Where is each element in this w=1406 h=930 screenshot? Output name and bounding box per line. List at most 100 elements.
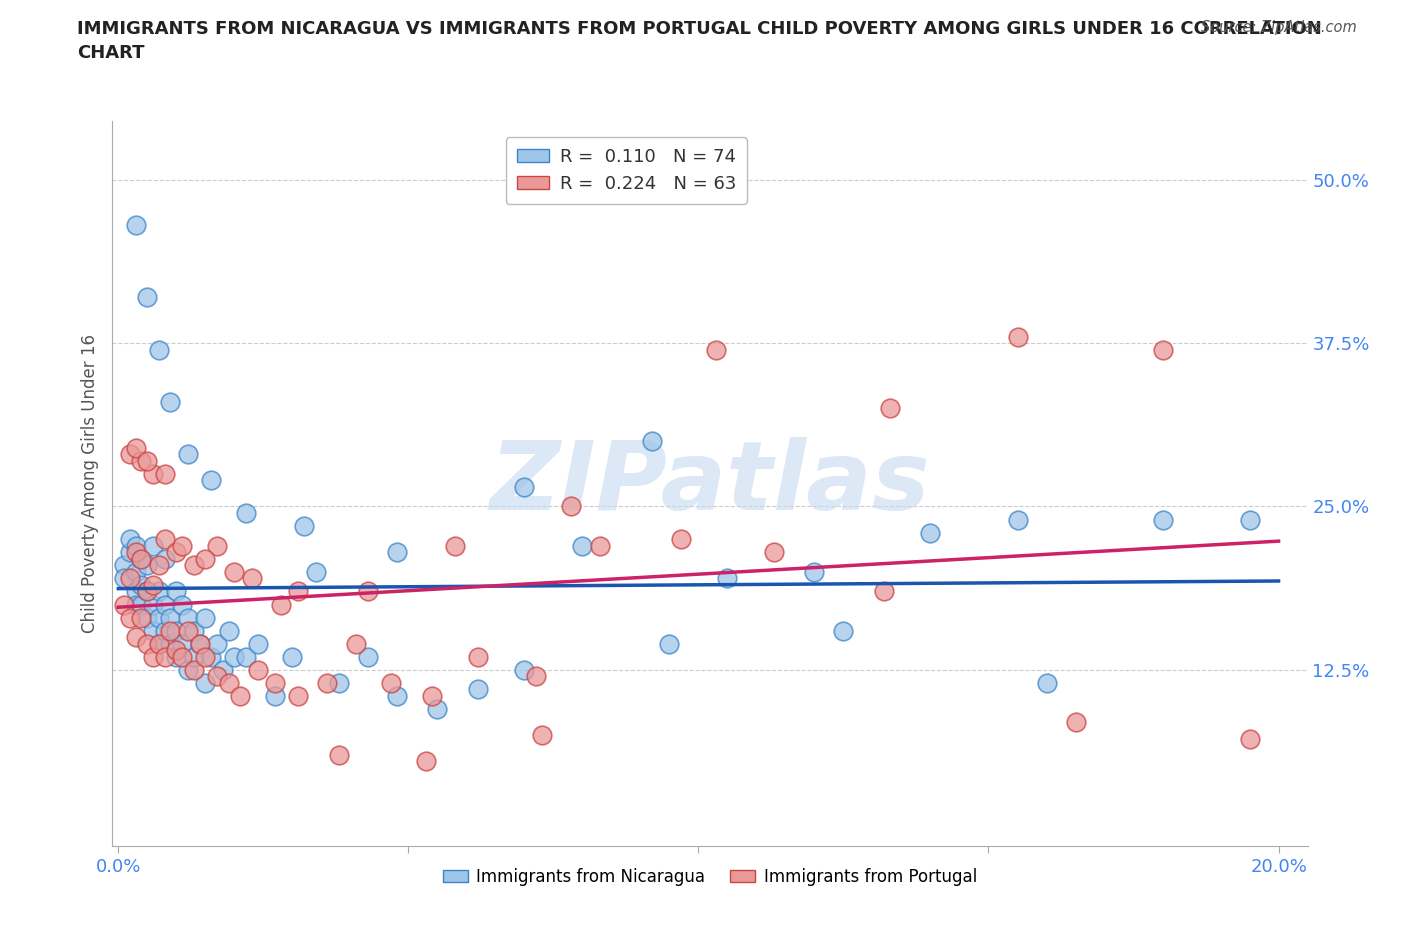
Point xyxy=(153,597,176,612)
Point xyxy=(218,623,240,638)
Point xyxy=(125,584,148,599)
Point xyxy=(357,584,380,599)
Point xyxy=(136,453,159,468)
Point xyxy=(131,453,153,468)
Point xyxy=(153,532,176,547)
Point xyxy=(183,662,205,677)
Point xyxy=(172,597,194,612)
Point xyxy=(148,584,170,599)
Point xyxy=(125,545,148,560)
Point xyxy=(194,675,217,690)
Point xyxy=(513,480,536,495)
Point xyxy=(292,519,315,534)
Point xyxy=(270,597,292,612)
Point xyxy=(165,649,187,664)
Point xyxy=(1007,329,1029,344)
Point xyxy=(159,394,181,409)
Point xyxy=(218,675,240,690)
Point xyxy=(148,636,170,651)
Point xyxy=(524,669,547,684)
Point xyxy=(118,532,141,547)
Point xyxy=(194,610,217,625)
Point xyxy=(118,545,141,560)
Point xyxy=(165,643,187,658)
Point xyxy=(287,688,309,703)
Point xyxy=(235,506,257,521)
Point xyxy=(443,538,465,553)
Point xyxy=(125,440,148,455)
Point xyxy=(136,558,159,573)
Point xyxy=(467,682,489,697)
Point xyxy=(1239,732,1261,747)
Point xyxy=(148,610,170,625)
Point xyxy=(287,584,309,599)
Point xyxy=(235,649,257,664)
Point xyxy=(246,662,269,677)
Point xyxy=(118,571,141,586)
Point xyxy=(560,499,582,514)
Point xyxy=(205,538,228,553)
Point xyxy=(136,610,159,625)
Point xyxy=(125,538,148,553)
Point xyxy=(131,578,153,592)
Point xyxy=(165,623,187,638)
Point xyxy=(344,636,367,651)
Point xyxy=(205,636,228,651)
Point xyxy=(177,610,200,625)
Point xyxy=(264,688,287,703)
Point xyxy=(125,218,148,232)
Point xyxy=(205,669,228,684)
Point xyxy=(920,525,942,540)
Point xyxy=(264,675,287,690)
Point xyxy=(803,565,825,579)
Point xyxy=(159,623,181,638)
Point xyxy=(832,623,855,638)
Point xyxy=(112,571,135,586)
Point xyxy=(136,290,159,305)
Point xyxy=(316,675,339,690)
Point xyxy=(153,649,176,664)
Point xyxy=(177,662,200,677)
Point xyxy=(112,597,135,612)
Point xyxy=(153,623,176,638)
Text: IMMIGRANTS FROM NICARAGUA VS IMMIGRANTS FROM PORTUGAL CHILD POVERTY AMONG GIRLS : IMMIGRANTS FROM NICARAGUA VS IMMIGRANTS … xyxy=(77,20,1322,62)
Point xyxy=(194,649,217,664)
Point xyxy=(177,446,200,461)
Point xyxy=(762,545,785,560)
Point xyxy=(1152,342,1174,357)
Point xyxy=(328,748,350,763)
Point xyxy=(200,649,222,664)
Point xyxy=(177,623,200,638)
Point xyxy=(125,565,148,579)
Point xyxy=(1239,512,1261,527)
Point xyxy=(165,545,187,560)
Point xyxy=(159,610,181,625)
Legend: Immigrants from Nicaragua, Immigrants from Portugal: Immigrants from Nicaragua, Immigrants fr… xyxy=(436,861,984,893)
Point xyxy=(142,578,165,592)
Point xyxy=(131,610,153,625)
Point xyxy=(125,630,148,644)
Point xyxy=(159,636,181,651)
Point xyxy=(142,649,165,664)
Point xyxy=(131,597,153,612)
Point xyxy=(1152,512,1174,527)
Point xyxy=(142,466,165,481)
Point xyxy=(873,584,896,599)
Point xyxy=(194,551,217,566)
Point xyxy=(131,551,153,566)
Point xyxy=(571,538,593,553)
Point xyxy=(172,538,194,553)
Point xyxy=(415,754,437,769)
Point xyxy=(118,446,141,461)
Point xyxy=(380,675,402,690)
Point xyxy=(589,538,612,553)
Point xyxy=(153,466,176,481)
Point xyxy=(112,558,135,573)
Point xyxy=(148,636,170,651)
Point xyxy=(304,565,326,579)
Point xyxy=(131,551,153,566)
Point xyxy=(125,597,148,612)
Point xyxy=(513,662,536,677)
Point xyxy=(716,571,738,586)
Point xyxy=(426,701,449,716)
